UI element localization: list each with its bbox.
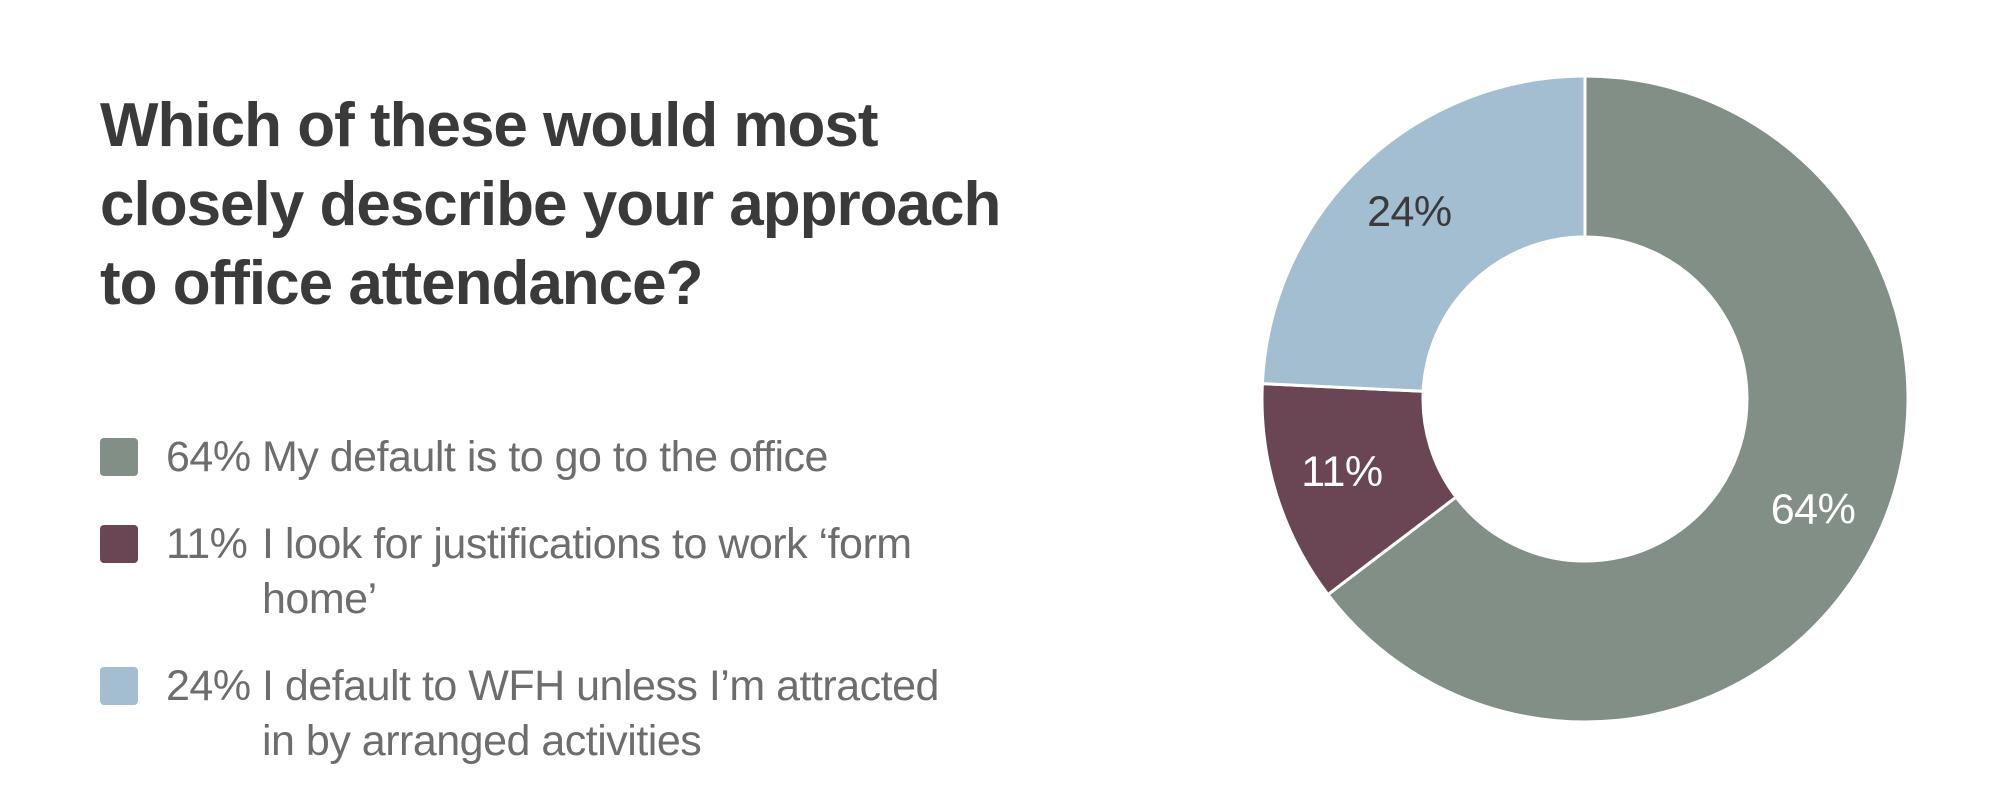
donut-slice: [1260, 74, 1587, 393]
legend-swatch: [100, 525, 138, 563]
chart-title: Which of these would most closely descri…: [100, 91, 1001, 318]
legend-label: I default to WFH unless I’m attracted in…: [262, 662, 939, 765]
legend: 64% My default is to go to the office 11% I…: [100, 430, 1100, 801]
data-label: 64%: [1771, 485, 1856, 533]
donut-slice: [1326, 74, 1910, 724]
legend-swatch: [100, 667, 138, 705]
legend-swatch: [100, 438, 138, 476]
data-label: 24%: [1367, 188, 1452, 236]
legend-percent: 64%: [166, 433, 251, 481]
legend-label: My default is to go to the office: [262, 433, 828, 481]
legend-item: 24% I default to WFH unless I’m attracted…: [100, 659, 1100, 769]
legend-label: I look for justifications to work ‘form …: [262, 520, 912, 623]
legend-percent: 11%: [166, 520, 248, 568]
legend-percent: 24%: [166, 662, 251, 710]
legend-item: 64% My default is to go to the office: [100, 430, 1100, 485]
donut-slice: [1260, 382, 1458, 597]
data-label: 11%: [1301, 448, 1382, 496]
legend-item: 11% I look for justifications to work ‘fo…: [100, 517, 1100, 627]
